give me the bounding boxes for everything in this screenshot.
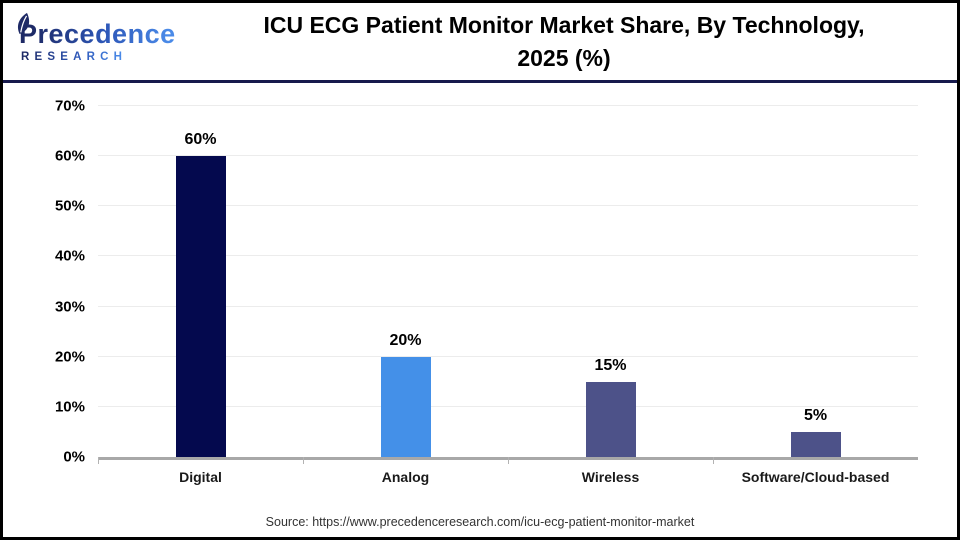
x-axis-tick xyxy=(303,457,304,464)
y-tick-label-0: 0% xyxy=(63,448,85,466)
x-axis-label-wireless: Wireless xyxy=(581,469,640,485)
bar-analog xyxy=(380,356,431,457)
y-tick-label-40: 40% xyxy=(54,247,85,265)
gridline-40 xyxy=(98,255,918,257)
bar-column-digital: 60% xyxy=(98,106,303,457)
bar-value-label-analog: 20% xyxy=(389,331,422,349)
bar-column-analog: 20% xyxy=(303,106,508,457)
gridline-30 xyxy=(98,305,918,307)
bar-value-label-software-cloud-based: 5% xyxy=(803,406,828,424)
plot-area: 0% 10% 20% 30% 40% 50% 60% 70% 60% 20% 15% 5% xyxy=(55,98,918,466)
source-text: Source: https://www.precedenceresearch.c… xyxy=(265,515,695,529)
leaf-icon xyxy=(17,12,30,34)
y-tick-label-20: 20% xyxy=(54,348,85,366)
bar-software-cloud-based xyxy=(790,431,841,457)
header: Precedence RESEARCH ICU ECG Patient Moni… xyxy=(3,3,957,80)
x-axis-tick xyxy=(713,457,714,464)
y-tick-label-10: 10% xyxy=(54,398,85,416)
bar-value-label-wireless: 15% xyxy=(594,356,627,374)
y-tick-label-50: 50% xyxy=(54,197,85,215)
gridline-20 xyxy=(98,355,918,357)
y-tick-label-60: 60% xyxy=(54,147,85,165)
x-axis-label-digital: Digital xyxy=(179,469,222,485)
logo-subtext: RESEARCH xyxy=(21,50,128,63)
bar-digital xyxy=(175,156,226,457)
gridline-60 xyxy=(98,155,918,157)
logo-brand-text: Precedence xyxy=(19,18,176,49)
bar-column-wireless: 15% xyxy=(508,106,713,457)
bar-columns: 60% 20% 15% 5% xyxy=(98,106,918,457)
x-axis-label-analog: Analog xyxy=(381,469,430,485)
precedence-research-logo: Precedence RESEARCH xyxy=(3,12,181,63)
bar-value-label-digital: 60% xyxy=(184,131,217,149)
x-axis-label-software-cloud-based: Software/Cloud-based xyxy=(741,469,890,485)
chart-title-line1: ICU ECG Patient Monitor Market Share, By… xyxy=(263,11,865,38)
x-axis-labels: Digital Analog Wireless Software/Cloud-base… xyxy=(98,469,918,485)
bar-column-software-cloud-based: 5% xyxy=(713,106,918,457)
x-axis-tick xyxy=(98,457,99,464)
y-tick-label-70: 70% xyxy=(54,97,85,115)
y-tick-label-30: 30% xyxy=(54,298,85,316)
gridline-10 xyxy=(98,405,918,407)
logo-wordmark: Precedence xyxy=(17,12,176,49)
chart-title-line2: 2025 (%) xyxy=(517,44,611,71)
gridline-70 xyxy=(98,105,918,106)
bar-wireless xyxy=(585,381,636,457)
x-axis-tick xyxy=(508,457,509,464)
gridline-50 xyxy=(98,205,918,207)
header-separator xyxy=(3,80,957,83)
chart-title: ICU ECG Patient Monitor Market Share, By… xyxy=(181,9,957,74)
